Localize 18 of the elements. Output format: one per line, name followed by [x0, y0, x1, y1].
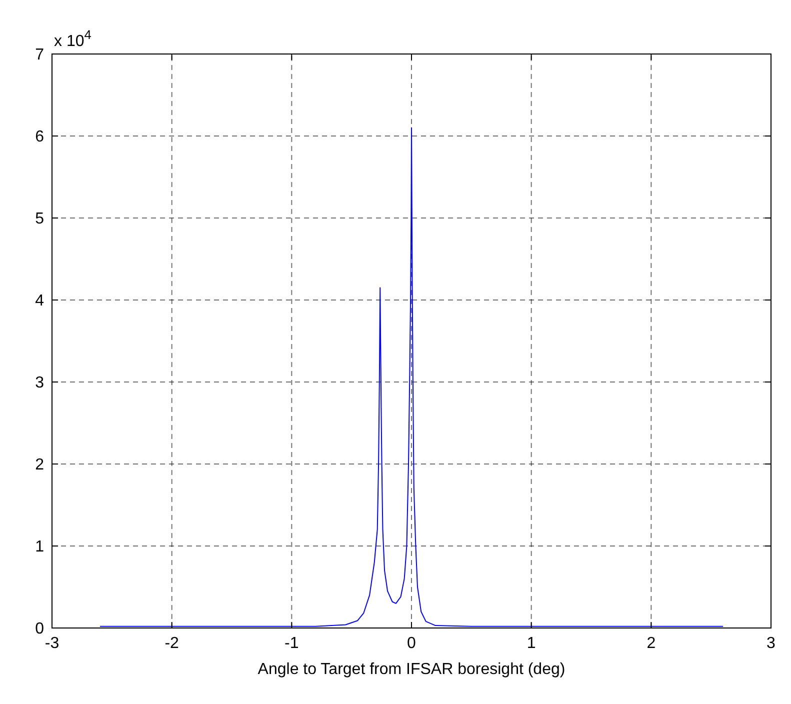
- x-tick-label: -3: [44, 635, 60, 652]
- y-tick-label: 6: [35, 128, 44, 146]
- x-tick-label: 1: [526, 635, 536, 652]
- x-tick-label: -1: [284, 635, 299, 652]
- text: x 10$^{4}$: [54, 26, 92, 50]
- y-tick-label: 1: [35, 538, 44, 556]
- x-tick-label: 0: [407, 635, 416, 652]
- x-axis-title: Angle to Target from IFSAR boresight (deg): [258, 661, 566, 678]
- x-tick-label: 3: [766, 635, 776, 652]
- y-tick-label: 7: [35, 46, 44, 64]
- x-tick-label: -2: [164, 635, 180, 652]
- line-series: [99, 127, 724, 627]
- y-tick-label: 4: [35, 292, 44, 310]
- y-tick-label: 0: [35, 620, 44, 638]
- x-tick-label: 2: [646, 635, 656, 652]
- y-tick-label: 3: [35, 374, 44, 392]
- y-tick-label: 5: [35, 210, 44, 228]
- y-tick-label: 2: [35, 456, 44, 474]
